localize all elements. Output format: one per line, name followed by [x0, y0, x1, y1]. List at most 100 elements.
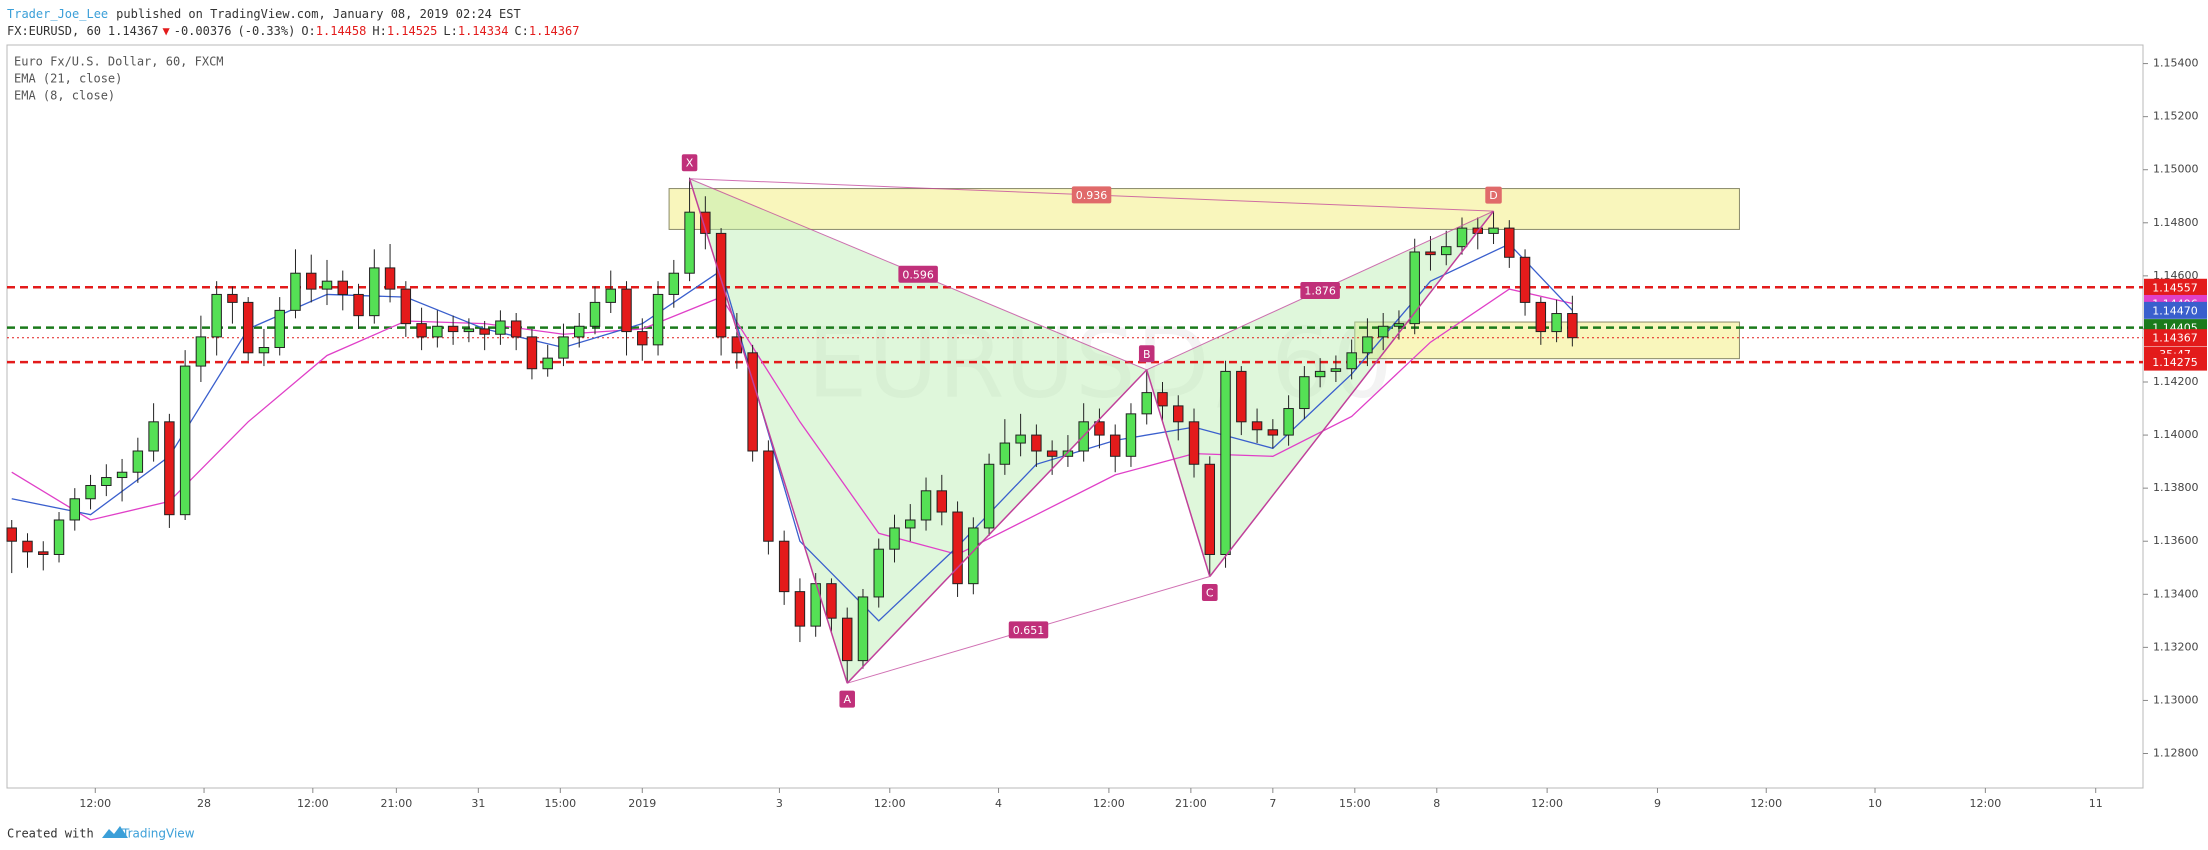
y-tick-label: 1.14200: [2153, 375, 2199, 388]
candle-body: [1204, 463, 1216, 555]
pattern-point-label-box: [839, 690, 855, 708]
ema-badge: [2144, 301, 2207, 319]
candle: [1551, 299, 1562, 343]
x-tick-label: 12:00: [79, 797, 111, 810]
candle: [778, 530, 790, 605]
y-tick-label: 1.13600: [2153, 534, 2199, 547]
candle-body: [22, 540, 33, 553]
candle-body: [463, 328, 475, 333]
candle: [605, 270, 616, 314]
candle-body: [857, 596, 869, 662]
candle-body: [242, 301, 254, 354]
candle: [101, 464, 112, 497]
candle-body: [274, 309, 285, 349]
candle: [763, 440, 774, 555]
candle: [306, 254, 317, 303]
pattern-ratio-box: [1008, 621, 1049, 639]
pattern-point-label-text: B: [1143, 348, 1151, 361]
candle-body: [1551, 313, 1562, 333]
candle: [573, 313, 585, 348]
x-tick-label: 12:00: [297, 797, 329, 810]
candle-body: [1409, 251, 1420, 325]
candle-body: [873, 548, 884, 598]
pattern-point-label-box: [1485, 186, 1502, 204]
x-tick-label: 31: [471, 797, 485, 810]
author-link[interactable]: Trader_Joe_Lee: [7, 7, 108, 21]
x-tick-label: 15:00: [1339, 797, 1371, 810]
candle-body: [337, 280, 348, 295]
pattern-ratio-text: 0.596: [902, 268, 934, 281]
candle-body: [621, 288, 632, 333]
candle-body: [1330, 368, 1342, 372]
y-tick-label: 1.13800: [2153, 481, 2199, 494]
candle-body: [1346, 352, 1357, 370]
x-tick-label: 2019: [628, 797, 656, 810]
candle: [400, 281, 412, 337]
y-tick-label: 1.15000: [2153, 163, 2199, 176]
candle: [936, 474, 948, 526]
candle: [1251, 408, 1263, 444]
pattern-ratio-box: [1071, 186, 1112, 204]
candle: [558, 323, 569, 367]
candle-body: [700, 211, 711, 234]
candle: [999, 419, 1011, 475]
last-price: 1.14367: [108, 24, 159, 38]
candle-body: [1456, 227, 1468, 248]
candle-body: [936, 490, 948, 513]
zone: [668, 188, 1740, 230]
x-tick-label: 11: [2089, 797, 2103, 810]
candle: [1157, 382, 1168, 422]
x-tick-label: 8: [1433, 797, 1440, 810]
candle-body: [1015, 434, 1026, 444]
close-label: C:: [514, 24, 528, 38]
candle-body: [558, 336, 569, 359]
pattern-ratio-text: 1.876: [1304, 284, 1336, 297]
candle: [684, 177, 695, 282]
open-label: O:: [301, 24, 315, 38]
candle-body: [1173, 405, 1184, 423]
pattern-ratio-text: 0.651: [1013, 624, 1045, 637]
candle-body: [810, 583, 821, 627]
candle: [1362, 318, 1373, 367]
candle-body: [1251, 421, 1263, 431]
low-label: L:: [443, 24, 457, 38]
footer-brand[interactable]: TradingView: [121, 827, 195, 841]
candle: [510, 313, 522, 351]
candle-body: [384, 267, 396, 290]
pattern-point-label-box: [1138, 345, 1155, 363]
candle: [794, 578, 806, 643]
candle-body: [1109, 434, 1121, 457]
pattern-ratio-text: 0.936: [1076, 189, 1108, 202]
candle: [1062, 435, 1074, 467]
candle-body: [148, 421, 159, 452]
candle-body: [1377, 325, 1389, 338]
candle-body: [164, 421, 175, 516]
candle-body: [1567, 313, 1578, 339]
candle-body: [889, 527, 900, 550]
candle-body: [369, 267, 380, 317]
candle: [69, 488, 81, 531]
candle-body: [1188, 421, 1200, 465]
candle: [700, 196, 711, 250]
candle-body: [526, 336, 538, 370]
y-tick-label: 1.14000: [2153, 428, 2199, 441]
x-tick-label: 7: [1269, 797, 1276, 810]
candle: [526, 328, 538, 380]
watermark: EURUSD, 60: [807, 307, 1393, 419]
close-value: 1.14367: [529, 24, 580, 38]
pattern-point-label-text: D: [1489, 189, 1497, 202]
candle: [1236, 366, 1247, 436]
pattern-leg: [1209, 210, 1495, 577]
candle-body: [1283, 408, 1294, 436]
x-tick-label: 28: [197, 797, 211, 810]
candle: [432, 310, 443, 348]
candle: [22, 533, 33, 568]
candle: [1299, 366, 1310, 420]
ema-line: [11, 243, 1573, 622]
pattern-point-label-text: X: [686, 157, 694, 170]
y-tick-label: 1.15400: [2153, 57, 2199, 70]
candle-body: [920, 490, 932, 521]
x-tick-label: 10: [1868, 797, 1882, 810]
candle-body: [85, 484, 96, 500]
